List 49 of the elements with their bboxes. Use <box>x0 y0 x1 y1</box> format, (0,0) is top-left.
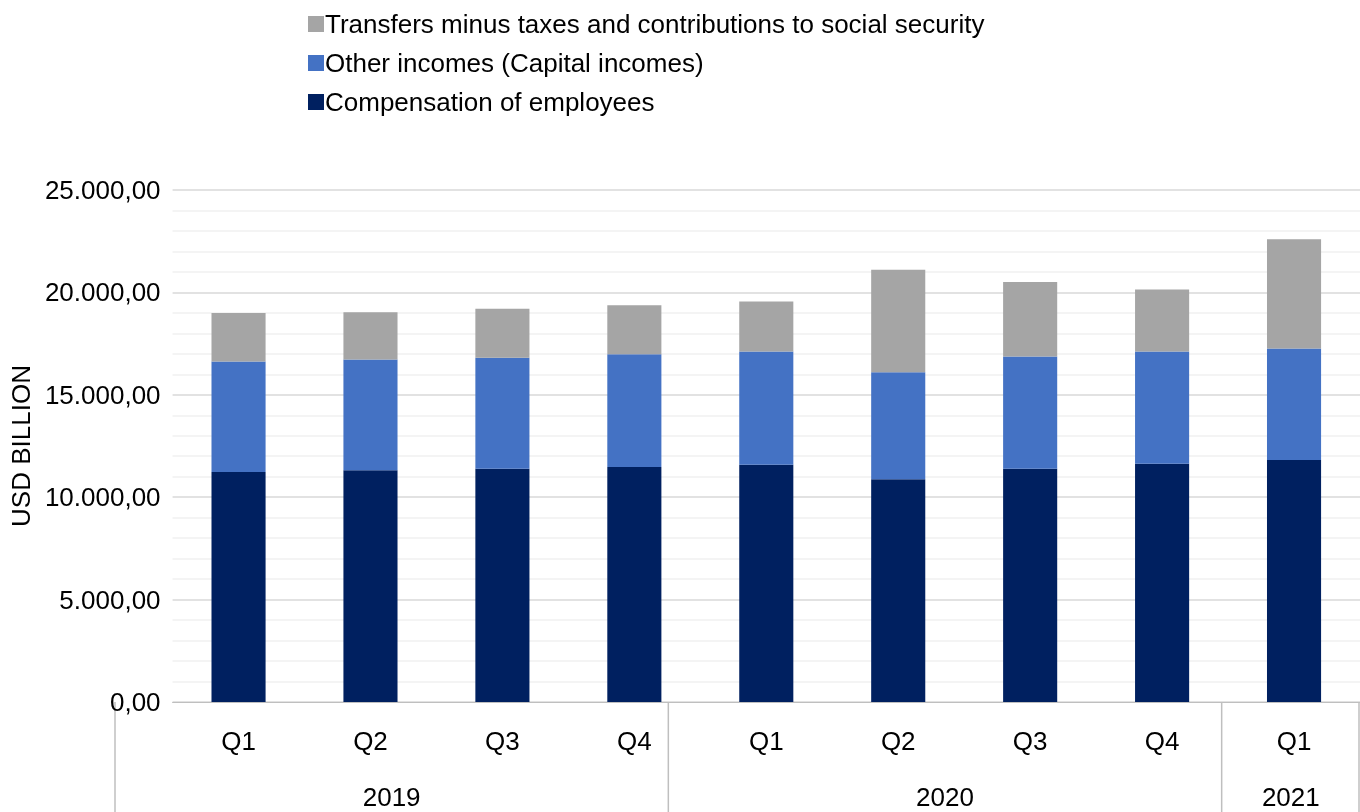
bar <box>1135 463 1190 702</box>
text: 2021 <box>1261 782 1320 812</box>
y-tick-label: 10.000,00 <box>44 482 161 513</box>
bar <box>343 470 398 702</box>
bar <box>211 361 266 473</box>
bar <box>1003 356 1058 469</box>
y-tick-label: 25.000,00 <box>44 175 161 205</box>
bar <box>475 468 530 702</box>
bar <box>607 466 662 702</box>
bar <box>475 308 530 358</box>
bar <box>1266 459 1322 702</box>
text: 2020 <box>916 782 974 812</box>
x-tick-label: Q2 <box>880 726 916 756</box>
y-tick-label: 20.000,00 <box>44 277 161 308</box>
x-tick-label: Q3 <box>1012 726 1048 756</box>
x-tick-label: Q4 <box>617 726 652 756</box>
y-tick-label: 15.000,00 <box>44 379 161 410</box>
bar <box>871 269 926 373</box>
bar <box>475 357 530 469</box>
bar <box>871 479 926 702</box>
x-tick-label: Q3 <box>485 726 520 756</box>
bar <box>343 359 398 471</box>
x-tick-label: Q2 <box>353 726 388 756</box>
bar <box>1266 348 1322 460</box>
legend-label: Compensation of employees <box>325 87 655 117</box>
bar <box>211 472 266 702</box>
bar <box>343 312 398 360</box>
bar <box>1003 281 1058 357</box>
bar <box>739 464 794 702</box>
legend-label: Transfers minus taxes and contributions to social security <box>325 9 985 39</box>
y-axis-title: USD BILLION <box>6 365 36 527</box>
bar <box>1266 239 1322 349</box>
text: 2019 <box>362 782 421 812</box>
bar <box>607 305 662 355</box>
bar <box>1135 289 1190 352</box>
bar <box>1135 351 1190 464</box>
x-tick-label: Q1 <box>748 726 784 756</box>
bar <box>871 372 926 480</box>
bar <box>211 313 266 362</box>
y-tick-label: 0,00 <box>109 687 161 717</box>
bar <box>1003 468 1058 702</box>
x-tick-label: Q4 <box>1144 726 1180 756</box>
bar <box>739 351 794 465</box>
legend-label: Other incomes (Capital incomes) <box>325 48 704 78</box>
x-tick-label: Q1 <box>221 726 256 756</box>
x-tick-label: Q1 <box>1276 726 1312 756</box>
bar <box>739 301 794 352</box>
bar <box>607 354 662 467</box>
y-tick-label: 5.000,00 <box>59 584 161 615</box>
